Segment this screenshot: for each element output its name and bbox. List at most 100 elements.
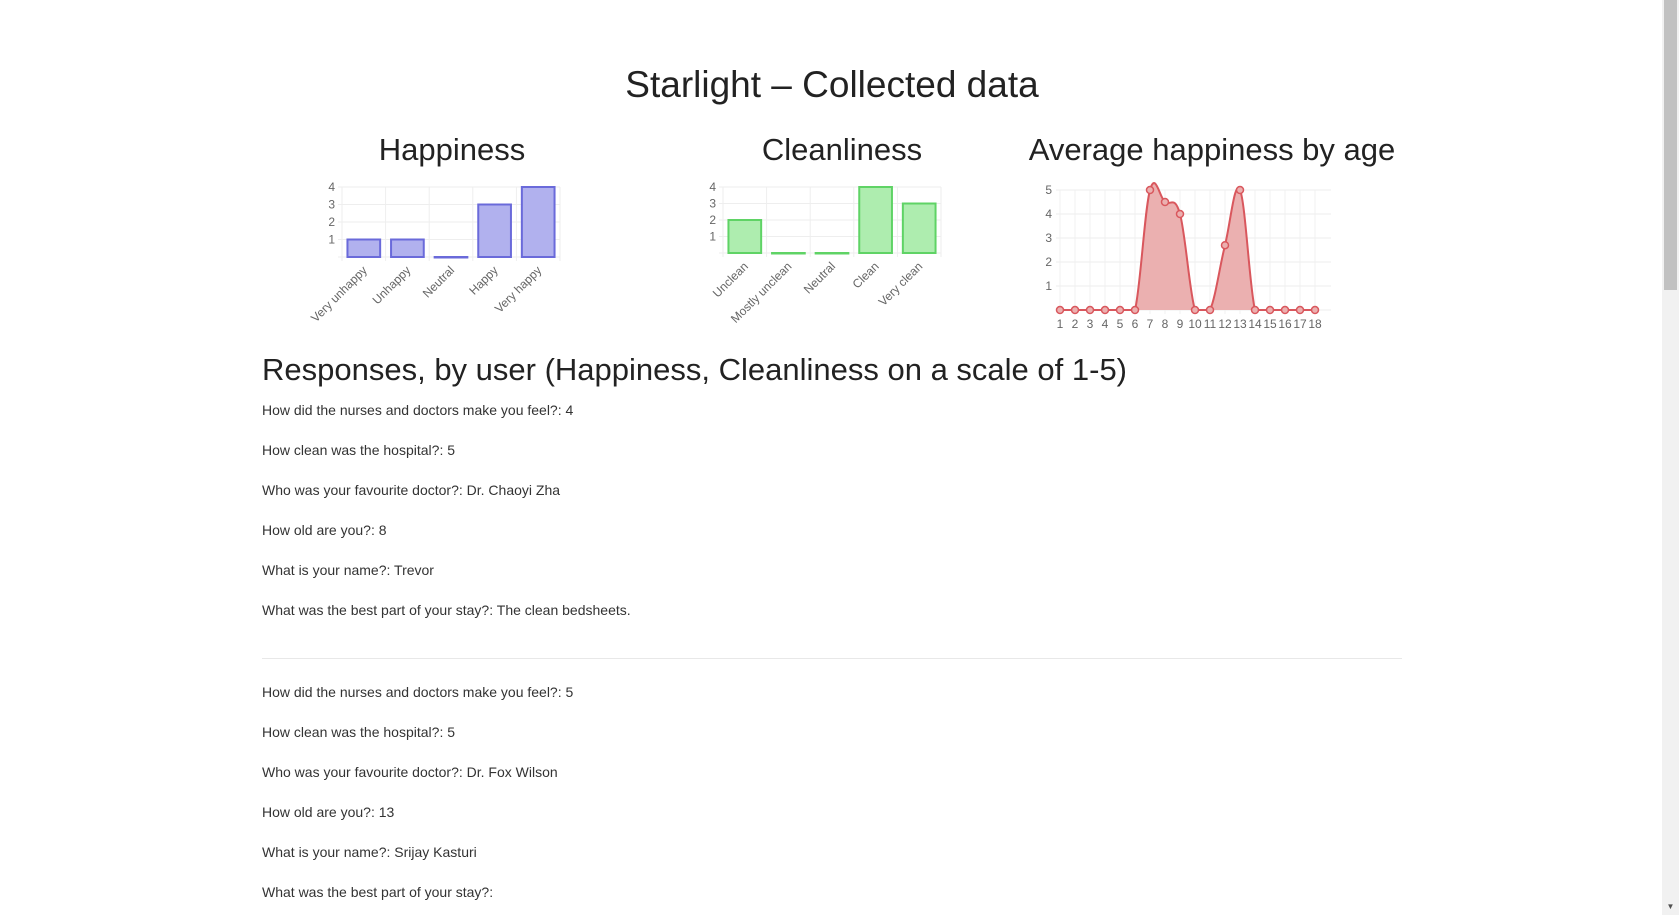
- age-happiness-area-fill: [1060, 183, 1315, 310]
- happiness-bar: [390, 238, 425, 258]
- answer-text: 5: [565, 684, 574, 700]
- age-happiness-y-tick-label: 5: [1045, 183, 1052, 197]
- age-happiness-point: [1295, 305, 1305, 315]
- age-happiness-point: [1175, 209, 1185, 219]
- happiness-x-tick-label: Neutral: [420, 263, 457, 300]
- happiness-y-tick-label: 1: [328, 233, 335, 247]
- response-item: Who was your favourite doctor?: Dr. Fox …: [262, 764, 558, 780]
- response-item: How old are you?: 8: [262, 522, 387, 538]
- age-happiness-point: [1145, 185, 1155, 195]
- cleanliness-bar: [858, 186, 893, 254]
- age-happiness-point: [1220, 240, 1230, 250]
- age-happiness-x-tick-label: 11: [1204, 317, 1217, 330]
- response-item: Who was your favourite doctor?: Dr. Chao…: [262, 482, 561, 498]
- age-happiness-x-tick-label: 10: [1188, 317, 1202, 330]
- age-happiness-point: [1055, 305, 1065, 315]
- happiness-chart-title: Happiness: [378, 132, 526, 167]
- age-happiness-x-tick-label: 16: [1278, 317, 1292, 330]
- response-item: How old are you?: 13: [262, 804, 395, 820]
- answer-text: 8: [378, 522, 387, 538]
- age-happiness-x-tick-label: 1: [1057, 317, 1064, 330]
- cleanliness-x-tick-label: Neutral: [801, 259, 838, 296]
- happiness-chart: Happiness 1 2 3 4 Very unhappy Unhappy Neutral…: [262, 128, 642, 325]
- response-item: What is your name?: Trevor: [262, 562, 434, 578]
- age-happiness-x-tick-label: 6: [1132, 317, 1139, 330]
- answer-text: 4: [565, 402, 574, 418]
- age-happiness-x-tick-label: 18: [1308, 317, 1322, 330]
- cleanliness-x-tick-label: Unclean: [710, 259, 751, 300]
- happiness-y-tick-label: 2: [328, 215, 335, 229]
- answer-text: 13: [378, 804, 395, 820]
- question-text: How clean was the hospital?: [262, 442, 440, 458]
- responses-section-title: Responses, by user (Happiness, Cleanline…: [262, 352, 1128, 387]
- age-happiness-point: [1070, 305, 1080, 315]
- page-title: Starlight – Collected data: [625, 64, 1039, 105]
- question-text: Who was your favourite doctor?: [262, 482, 459, 498]
- answer-text: Dr. Fox Wilson: [466, 764, 558, 780]
- response-item: How clean was the hospital?: 5: [262, 442, 456, 458]
- happiness-chart-svg: 1 2 3 4 Very unhappy Unhappy Neutral HappyVery …: [308, 180, 561, 325]
- age-happiness-chart-title: Average happiness by age: [1028, 132, 1396, 167]
- age-happiness-point: [1280, 305, 1290, 315]
- response-item: What was the best part of your stay?: Th…: [262, 602, 631, 618]
- age-happiness-point: [1235, 185, 1245, 195]
- age-happiness-point: [1160, 197, 1170, 207]
- age-happiness-x-tick-label: 2: [1072, 317, 1079, 330]
- happiness-y-tick-label: 3: [328, 198, 335, 212]
- answer-text: The clean bedsheets.: [496, 602, 631, 618]
- response-item: How did the nurses and doctors make you …: [262, 402, 574, 418]
- question-text: What was the best part of your stay?: [262, 884, 490, 900]
- age-happiness-point: [1115, 305, 1125, 315]
- vertical-scrollbar[interactable]: ▲ ▼: [1662, 0, 1679, 915]
- question-text: How old are you?: [262, 804, 371, 820]
- cleanliness-x-tick-label: Very clean: [876, 259, 926, 309]
- happiness-bar: [477, 203, 512, 258]
- answer-text: Trevor: [394, 562, 434, 578]
- answer-text: 5: [447, 442, 456, 458]
- happiness-x-tick-label: Very happy: [492, 263, 544, 315]
- cleanliness-bar: [814, 252, 850, 255]
- question-text: How old are you?: [262, 522, 371, 538]
- age-happiness-point: [1265, 305, 1275, 315]
- age-happiness-x-tick-label: 5: [1117, 317, 1124, 330]
- cleanliness-x-tick-label: Clean: [850, 259, 882, 291]
- answer-text: Srijay Kasturi: [394, 844, 477, 860]
- age-happiness-point: [1205, 305, 1215, 315]
- question-text: How did the nurses and doctors make you …: [262, 684, 558, 700]
- happiness-bar: [520, 186, 556, 258]
- age-happiness-x-tick-label: 14: [1248, 317, 1262, 330]
- cleanliness-y-tick-label: 2: [709, 213, 716, 227]
- happiness-bar: [433, 256, 469, 259]
- cleanliness-y-tick-label: 3: [709, 197, 716, 211]
- age-happiness-point: [1250, 305, 1260, 315]
- age-happiness-gridlines: [1056, 189, 1331, 314]
- cleanliness-chart-title: Cleanliness: [761, 132, 923, 167]
- answer-text: Dr. Chaoyi Zha: [466, 482, 561, 498]
- scrollbar-thumb[interactable]: [1664, 0, 1677, 290]
- cleanliness-y-tick-label: 4: [709, 180, 716, 194]
- age-happiness-x-tick-label: 15: [1263, 317, 1277, 330]
- cleanliness-bar: [901, 202, 937, 254]
- question-text: What was the best part of your stay?: [262, 602, 490, 618]
- cleanliness-bar: [727, 219, 763, 254]
- age-happiness-x-tick-label: 4: [1102, 317, 1109, 330]
- response-item: How clean was the hospital?: 5: [262, 724, 456, 740]
- age-happiness-x-tick-label: 17: [1293, 317, 1307, 330]
- response-item: What was the best part of your stay?:: [262, 884, 494, 900]
- age-happiness-point: [1310, 305, 1320, 315]
- scroll-down-arrow-icon[interactable]: ▼: [1666, 902, 1675, 911]
- cleanliness-y-tick-label: 1: [709, 230, 716, 244]
- age-happiness-point: [1085, 305, 1095, 315]
- age-happiness-x-tick-label: 9: [1177, 317, 1184, 330]
- age-happiness-point: [1190, 305, 1200, 315]
- age-happiness-y-tick-label: 1: [1045, 279, 1052, 293]
- response-divider: [262, 658, 1402, 659]
- cleanliness-bar: [771, 252, 806, 255]
- cleanliness-chart: Cleanliness 1 2 3 4 Unclean Mostly unclean Neu…: [652, 128, 1032, 326]
- question-text: What is your name?: [262, 562, 387, 578]
- age-happiness-point: [1130, 305, 1140, 315]
